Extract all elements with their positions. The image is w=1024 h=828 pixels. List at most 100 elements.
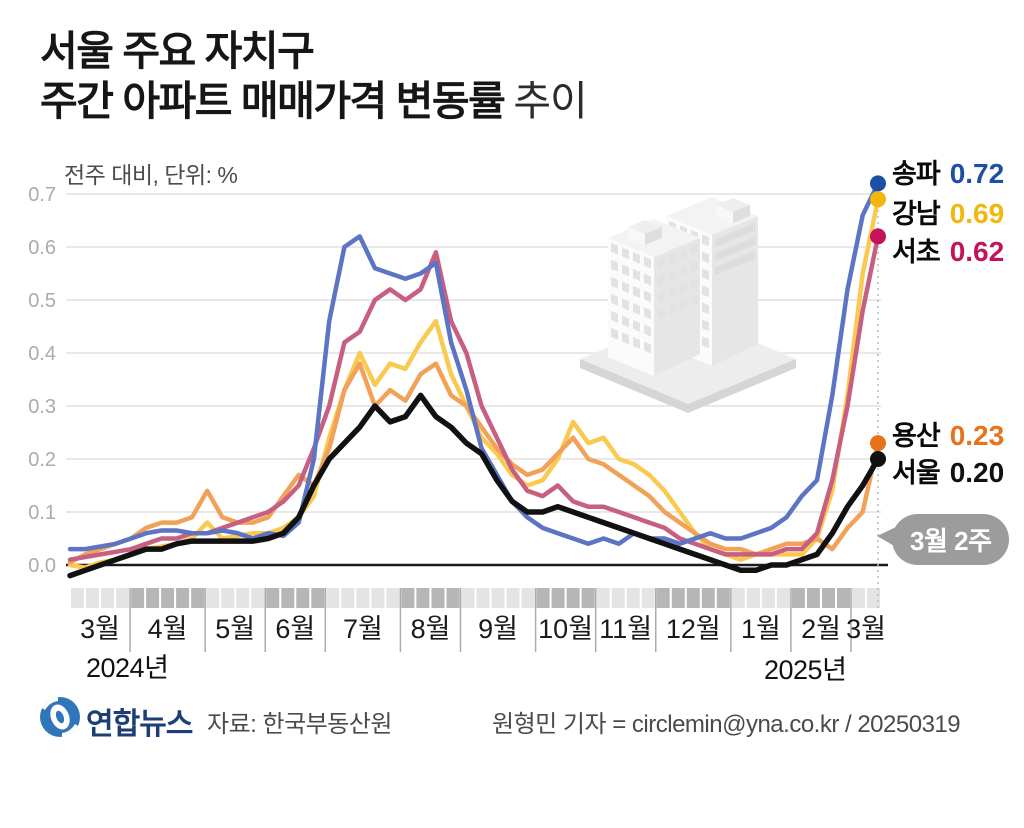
week-cell xyxy=(596,588,610,608)
month-label: 6월 xyxy=(275,614,315,644)
week-cell xyxy=(176,588,190,608)
unit-note: 전주 대비, 단위: % xyxy=(64,162,238,188)
legend-row-seoul: 서울 0.20 xyxy=(892,451,1004,490)
y-axis-label: 0.0 xyxy=(28,555,56,577)
month-label: 8월 xyxy=(411,614,451,644)
legend-value: 0.72 xyxy=(949,158,1005,189)
legend-value: 0.62 xyxy=(949,236,1005,267)
week-cell xyxy=(71,588,84,608)
week-cell xyxy=(716,588,730,608)
title-line1: 서울 주요 자치구 xyxy=(40,28,315,74)
week-cell xyxy=(822,588,835,608)
week-cell xyxy=(686,588,700,608)
week-cell xyxy=(311,588,325,608)
week-cell xyxy=(701,588,715,608)
legend-name: 서울 xyxy=(892,458,941,488)
source-label: 자료: 한국부동산원 xyxy=(207,711,392,738)
series-line-4 xyxy=(67,392,881,579)
week-cell xyxy=(761,588,775,608)
week-cell xyxy=(731,588,745,608)
month-label: 10월 xyxy=(538,614,593,644)
y-axis-label: 0.5 xyxy=(28,290,56,312)
week-cell xyxy=(371,588,385,608)
week-cell xyxy=(326,588,340,608)
month-label: 11월 xyxy=(599,614,652,644)
week-cell xyxy=(86,588,99,608)
week-cell xyxy=(161,588,175,608)
y-axis-label: 0.7 xyxy=(28,184,56,206)
week-cell xyxy=(611,588,625,608)
week-cell xyxy=(837,588,850,608)
legend-value: 0.23 xyxy=(949,420,1005,451)
week-cell xyxy=(191,588,205,608)
week-cell xyxy=(776,588,790,608)
week-cell xyxy=(116,588,130,608)
series-line-0 xyxy=(67,181,881,552)
week-cell xyxy=(476,588,490,608)
week-cell xyxy=(206,588,220,608)
week-cell xyxy=(491,588,505,608)
week-cell xyxy=(852,588,865,608)
y-axis-label: 0.2 xyxy=(28,449,56,471)
endpoint-dot-1 xyxy=(870,191,886,208)
legend-name: 서초 xyxy=(892,237,941,267)
week-cell xyxy=(146,588,160,608)
page-title: 서울 주요 자치구 주간 아파트 매매가격 변동률 추이 xyxy=(40,26,588,126)
week-cell xyxy=(566,588,580,608)
month-label: 7월 xyxy=(343,614,383,644)
building-illustration xyxy=(580,197,796,413)
week-cell xyxy=(671,588,685,608)
annotation-label: 3월 2주 xyxy=(910,526,992,556)
month-label: 4월 xyxy=(148,614,188,644)
legend-name: 용산 xyxy=(892,421,941,451)
week-cell xyxy=(386,588,400,608)
endpoint-dot-0 xyxy=(870,175,886,192)
endpoint-dot-3 xyxy=(870,435,886,452)
endpoint-dot-4 xyxy=(870,451,886,467)
month-label: 2월 xyxy=(801,614,841,644)
annotation-pill: 3월 2주 xyxy=(876,514,1010,565)
endpoint-dot-2 xyxy=(870,228,886,245)
week-cell xyxy=(221,588,235,608)
week-cell xyxy=(101,588,114,608)
week-cell xyxy=(581,588,595,608)
title-line2-light: 추이 xyxy=(513,78,587,124)
week-cell xyxy=(746,588,760,608)
week-cell xyxy=(266,588,280,608)
footer: 연합뉴스 자료: 한국부동산원 원형민 기자 = circlemin@yna.c… xyxy=(0,692,1024,752)
week-cell xyxy=(296,588,310,608)
month-label: 3월 xyxy=(80,614,120,644)
week-cell xyxy=(341,588,355,608)
month-label: 12월 xyxy=(666,614,721,644)
week-cell xyxy=(791,588,805,608)
week-cell xyxy=(431,588,445,608)
week-cell xyxy=(506,588,520,608)
week-cell xyxy=(281,588,295,608)
month-label: 5월 xyxy=(215,614,255,644)
week-cell xyxy=(806,588,820,608)
week-cell xyxy=(521,588,535,608)
week-cell xyxy=(236,588,250,608)
y-axis-label: 0.6 xyxy=(28,237,56,259)
yonhap-logo-text: 연합뉴스 xyxy=(86,708,193,741)
legend-name: 송파 xyxy=(892,159,941,189)
week-cell xyxy=(641,588,655,608)
week-cell xyxy=(131,588,145,608)
week-cell xyxy=(401,588,415,608)
legend-value: 0.69 xyxy=(949,198,1005,229)
legend-row-yongsan: 용산 0.23 xyxy=(892,414,1004,453)
week-cell xyxy=(461,588,475,608)
week-cell xyxy=(626,588,640,608)
week-cell xyxy=(551,588,565,608)
chart-area: 0.7 0.6 0.5 0.4 0.3 0.2 0.1 0.0 3월 4월 5월 6월 7월 8월 9월 10… xyxy=(28,175,888,652)
month-label: 9월 xyxy=(478,614,518,644)
week-cell xyxy=(446,588,460,608)
week-cell xyxy=(416,588,430,608)
year-label-2024: 2024년 xyxy=(86,653,169,683)
month-label: 1월 xyxy=(741,614,781,644)
legend-row-gangnam: 강남 0.69 xyxy=(892,192,1004,231)
y-axis-label: 0.4 xyxy=(28,343,56,365)
y-axis-label: 0.3 xyxy=(28,396,56,418)
week-cell xyxy=(251,588,265,608)
